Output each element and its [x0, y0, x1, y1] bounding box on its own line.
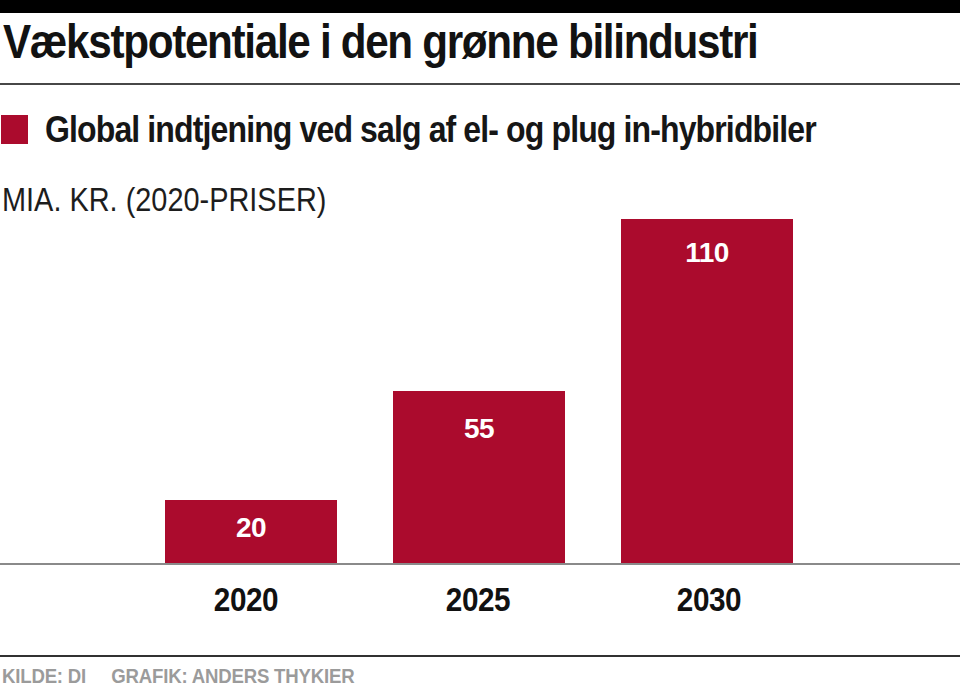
bar-value-label: 20: [236, 513, 266, 543]
x-axis-line: [0, 563, 960, 565]
bar-2025: 55: [393, 391, 565, 563]
bar-chart: 20 55 110 2020 2025 2030: [0, 0, 960, 697]
x-tick-label-2030: 2030: [628, 581, 790, 619]
footer: KILDE: DI GRAFIK: ANDERS THYKIER: [2, 665, 354, 688]
x-tick-label-2025: 2025: [397, 581, 559, 619]
x-tick-label-2020: 2020: [165, 581, 327, 619]
bar-value-label: 110: [685, 238, 729, 268]
bar-2030: 110: [621, 219, 793, 563]
bar-value-label: 55: [464, 414, 494, 444]
infographic-page: Vækstpotentiale i den grønne bilindustri…: [0, 0, 960, 697]
footer-divider: [0, 655, 960, 657]
source-label: KILDE: DI: [2, 665, 86, 688]
credit-label: GRAFIK: ANDERS THYKIER: [111, 665, 354, 688]
bar-2020: 20: [165, 500, 337, 563]
